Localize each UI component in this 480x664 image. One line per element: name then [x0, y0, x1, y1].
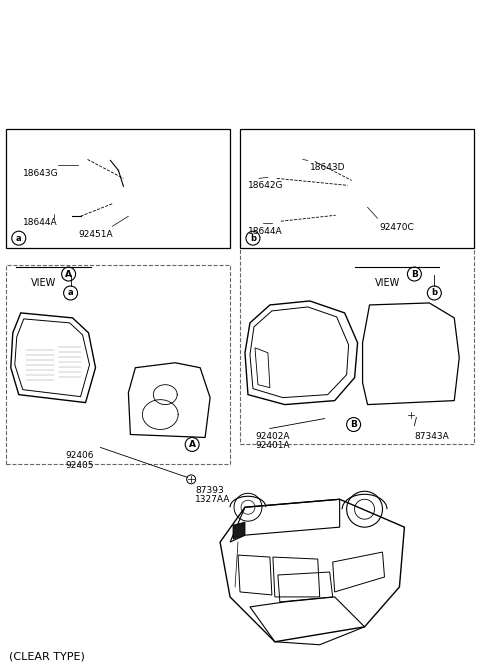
Text: b: b [432, 288, 437, 297]
Bar [156, 214, 164, 220]
Text: VIEW: VIEW [31, 278, 56, 288]
Text: 18643G: 18643G [23, 169, 59, 179]
Text: 92406: 92406 [66, 452, 94, 460]
Text: 1327AA: 1327AA [195, 495, 230, 504]
Text: 87343A: 87343A [414, 432, 449, 442]
Text: 18644A: 18644A [23, 218, 58, 227]
Text: B: B [350, 420, 357, 429]
Circle shape [173, 400, 178, 405]
Text: 92470C: 92470C [380, 223, 414, 232]
Bar [136, 214, 144, 220]
FancyArrow shape [324, 414, 345, 423]
Bar [6, 129, 230, 248]
FancyBboxPatch shape [357, 185, 398, 210]
Text: 92405: 92405 [66, 461, 94, 470]
FancyArrow shape [161, 434, 184, 443]
FancyBboxPatch shape [335, 197, 376, 222]
Text: B: B [411, 270, 418, 278]
Text: 18642G: 18642G [248, 181, 284, 191]
Bar [397, 313, 432, 328]
Text: b: b [250, 234, 256, 242]
Text: 87393: 87393 [195, 486, 224, 495]
Bar [6, 265, 230, 464]
Text: VIEW: VIEW [374, 278, 400, 288]
Text: 18643D: 18643D [310, 163, 345, 173]
FancyBboxPatch shape [110, 183, 166, 219]
Bar [59, 345, 81, 380]
Text: a: a [68, 288, 73, 297]
Text: A: A [189, 440, 196, 449]
Text: 92451A: 92451A [79, 230, 113, 239]
Bar [240, 129, 474, 248]
Text: (CLEAR TYPE): (CLEAR TYPE) [9, 652, 84, 662]
Text: 92401A: 92401A [255, 442, 289, 450]
Text: 18644A: 18644A [248, 227, 283, 236]
Bar [240, 245, 474, 444]
Text: a: a [16, 234, 22, 242]
Bar [26, 345, 54, 382]
Circle shape [143, 392, 148, 397]
FancyBboxPatch shape [345, 169, 386, 195]
Polygon shape [233, 522, 245, 539]
Text: 92402A: 92402A [255, 432, 289, 440]
Text: A: A [65, 270, 72, 278]
